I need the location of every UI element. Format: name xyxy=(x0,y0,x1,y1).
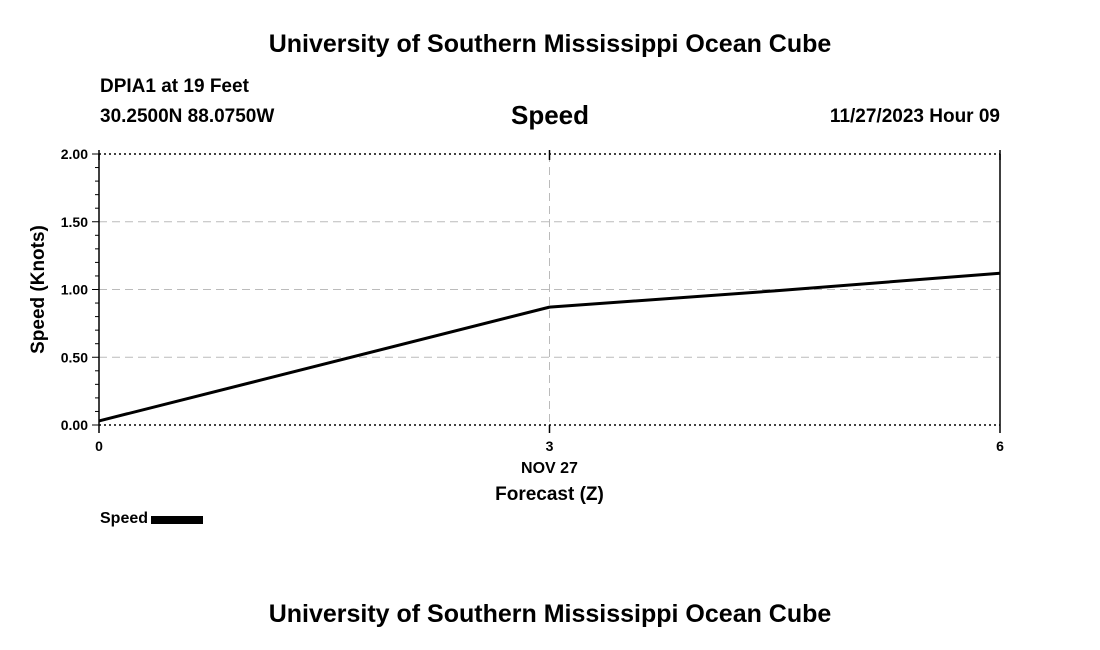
x-tick-label: 3 xyxy=(546,438,554,454)
series-line-speed xyxy=(98,271,1001,423)
coordinates-label: 30.2500N 88.0750W xyxy=(100,106,275,127)
x-date-label: NOV 27 xyxy=(521,460,578,477)
legend-label: Speed xyxy=(100,510,149,527)
legend-swatch xyxy=(151,516,204,524)
y-tick-label: 0.50 xyxy=(61,349,88,365)
y-tick-label: 1.00 xyxy=(61,282,88,298)
legend: Speed xyxy=(100,510,204,528)
x-tick-label: 0 xyxy=(95,438,103,454)
timestamp-label: 11/27/2023 Hour 09 xyxy=(829,106,1000,127)
station-label: DPIA1 at 19 Feet xyxy=(100,76,249,97)
y-tick-label: 1.50 xyxy=(61,214,88,230)
page-title: University of Southern Mississippi Ocean… xyxy=(268,30,832,58)
x-tick-label: 6 xyxy=(996,438,1004,454)
y-axis-label: Speed (Knots) xyxy=(28,225,49,354)
x-axis-label: Forecast (Z) xyxy=(495,484,604,505)
y-tick-label: 2.00 xyxy=(61,146,88,162)
footer-title: University of Southern Mississippi Ocean… xyxy=(268,600,832,628)
y-tick-label: 0.00 xyxy=(61,417,88,433)
chart-title: Speed xyxy=(510,100,590,130)
